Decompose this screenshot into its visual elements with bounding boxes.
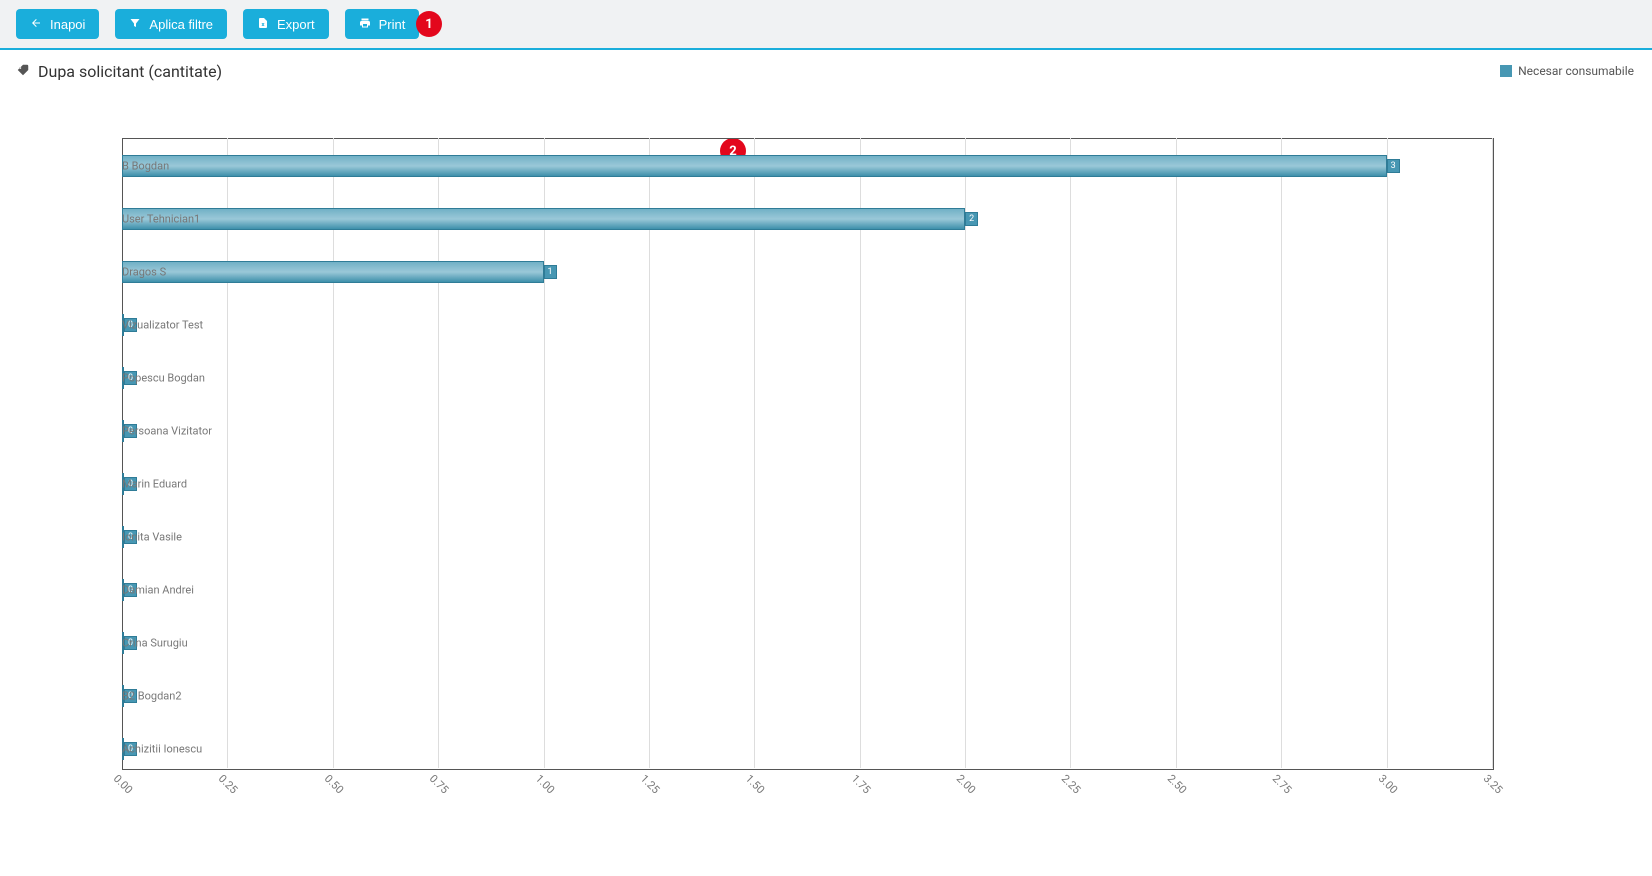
gridline: [965, 138, 966, 768]
y-axis-label: User Tehnician1: [122, 213, 128, 226]
file-excel-icon: [257, 17, 269, 32]
x-axis-tick: 1.25: [638, 772, 662, 796]
chart-bar[interactable]: [122, 208, 965, 230]
x-axis-tick: 3.00: [1375, 772, 1399, 796]
x-axis-tick: 1.00: [532, 772, 556, 796]
chart-panel: Dupa solicitant (cantitate) Necesar cons…: [0, 50, 1652, 876]
bar-value-label: 2: [965, 212, 978, 226]
export-button-label: Export: [277, 17, 315, 32]
gridline: [1387, 138, 1388, 768]
gridline: [227, 138, 228, 768]
print-button-label: Print: [379, 17, 406, 32]
x-axis-tick: 0.25: [216, 772, 240, 796]
back-button-label: Inapoi: [50, 17, 85, 32]
gridline: [1176, 138, 1177, 768]
plot-area: [122, 138, 1494, 770]
gridline: [544, 138, 545, 768]
arrow-left-icon: [30, 17, 42, 32]
panel-title-text: Dupa solicitant (cantitate): [38, 62, 222, 81]
x-axis-tick: 2.25: [1059, 772, 1083, 796]
x-axis-tick: 1.50: [743, 772, 767, 796]
gridline: [1281, 138, 1282, 768]
y-axis-label: Crina Surugiu: [122, 637, 128, 650]
y-axis-label: Achizitii Ionescu: [122, 743, 128, 756]
legend-label: Necesar consumabile: [1518, 64, 1634, 78]
x-axis-tick: 0.50: [322, 772, 346, 796]
x-axis-tick: 1.75: [848, 772, 872, 796]
gridline: [754, 138, 755, 768]
gridline: [1492, 138, 1493, 768]
y-axis-label: Popescu Bogdan: [122, 372, 128, 385]
x-axis-tick: 2.50: [1165, 772, 1189, 796]
panel-title: Dupa solicitant (cantitate): [16, 62, 1636, 81]
y-axis-label: Persoana Vizitator: [122, 425, 128, 438]
gridline: [860, 138, 861, 768]
y-axis-label: B Bogdan: [122, 160, 128, 173]
y-axis-label: Ionita Vasile: [122, 531, 128, 544]
filter-button-label: Aplica filtre: [149, 17, 213, 32]
y-axis-label: Marin Eduard: [122, 478, 128, 491]
funnel-icon: [129, 17, 141, 32]
gridline: [438, 138, 439, 768]
export-button[interactable]: Export: [243, 9, 329, 39]
y-axis-label: Vizualizator Test: [122, 319, 128, 332]
print-icon: [359, 17, 371, 32]
chart-bar[interactable]: [122, 261, 544, 283]
x-axis-tick: 2.75: [1270, 772, 1294, 796]
x-axis-tick: 0.75: [427, 772, 451, 796]
gridline: [333, 138, 334, 768]
x-axis-tick: 0.00: [111, 772, 135, 796]
toolbar: Inapoi Aplica filtre Export Print 1: [0, 0, 1652, 48]
print-button[interactable]: Print: [345, 9, 420, 39]
y-axis-label: Dragos S: [122, 266, 128, 279]
bar-value-label: 3: [1387, 159, 1400, 173]
bar-value-label: 1: [544, 265, 557, 279]
chart-bar[interactable]: [122, 155, 1387, 177]
annotation-badge-1: 1: [416, 11, 442, 37]
x-axis-tick: 2.00: [954, 772, 978, 796]
chart-legend[interactable]: Necesar consumabile: [1500, 64, 1634, 78]
gridline: [649, 138, 650, 768]
bar-chart: 321000000000 B BogdanUser Tehnician1Drag…: [16, 103, 1636, 828]
legend-swatch: [1500, 65, 1512, 77]
tag-icon: [16, 62, 30, 81]
filter-button[interactable]: Aplica filtre: [115, 9, 227, 39]
x-axis-tick: 3.25: [1481, 772, 1505, 796]
back-button[interactable]: Inapoi: [16, 9, 99, 39]
y-axis-label: B2 Bogdan2: [122, 690, 128, 703]
y-axis-label: Damian Andrei: [122, 584, 128, 597]
gridline: [1070, 138, 1071, 768]
